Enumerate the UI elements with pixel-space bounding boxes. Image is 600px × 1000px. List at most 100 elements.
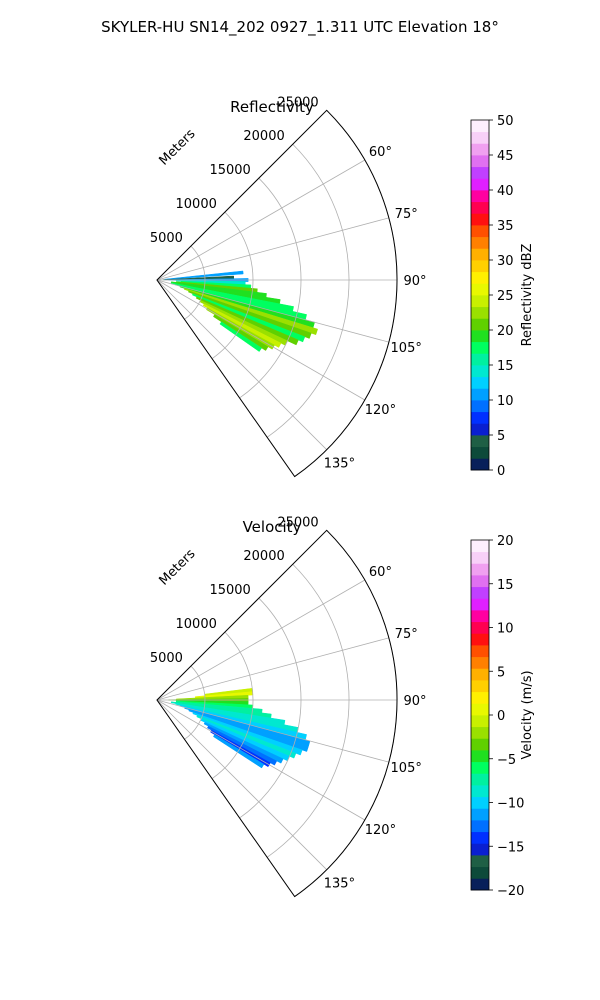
reflectivity-colorbar-swatch bbox=[471, 260, 489, 273]
reflectivity-colorbar-tick-label: 5 bbox=[497, 429, 505, 444]
reflectivity-cell bbox=[219, 321, 263, 352]
velocity-colorbar-swatch bbox=[471, 808, 489, 821]
reflectivity-theta-tick-label: 75° bbox=[395, 207, 418, 222]
reflectivity-colorbar-swatch bbox=[471, 178, 489, 191]
velocity-theta-tick-label: 105° bbox=[391, 761, 422, 776]
reflectivity-colorbar-tick-label: 10 bbox=[497, 394, 514, 409]
reflectivity-colorbar-tick-label: 45 bbox=[497, 149, 514, 164]
reflectivity-colorbar-label: Reflectivity dBZ bbox=[520, 244, 535, 347]
reflectivity-colorbar-swatch bbox=[471, 271, 489, 284]
velocity-colorbar-swatch bbox=[471, 645, 489, 658]
reflectivity-colorbar-tick-label: 35 bbox=[497, 219, 514, 234]
velocity-cell bbox=[192, 712, 303, 756]
reflectivity-colorbar-swatch bbox=[471, 365, 489, 378]
reflectivity-colorbar-swatch bbox=[471, 318, 489, 331]
reflectivity-spoke bbox=[156, 279, 327, 450]
velocity-panel: Velocity 60° 75° 90° 105° 120° 135° 5000 10000 15… bbox=[150, 515, 535, 899]
reflectivity-title: Reflectivity bbox=[230, 98, 314, 116]
reflectivity-spoke bbox=[156, 159, 366, 281]
reflectivity-ring bbox=[211, 211, 254, 359]
velocity-colorbar-swatch bbox=[471, 855, 489, 868]
reflectivity-radial-tick-label: 5000 bbox=[150, 231, 183, 246]
velocity-colorbar-swatch bbox=[471, 668, 489, 681]
velocity-colorbar-tick-label: 20 bbox=[497, 534, 514, 549]
velocity-radial-label: Meters bbox=[157, 546, 199, 588]
velocity-colorbar-swatch bbox=[471, 878, 489, 891]
velocity-theta-tick-label: 60° bbox=[369, 565, 392, 580]
reflectivity-colorbar-tick-label: 0 bbox=[497, 464, 505, 479]
reflectivity-spoke bbox=[156, 217, 389, 281]
velocity-ring bbox=[294, 530, 398, 897]
reflectivity-colorbar-tick-label: 15 bbox=[497, 359, 514, 374]
velocity-colorbar-swatch bbox=[471, 726, 489, 739]
reflectivity-cell bbox=[192, 293, 306, 343]
reflectivity-cell bbox=[202, 303, 282, 348]
velocity-spoke bbox=[156, 637, 389, 701]
reflectivity-data bbox=[162, 270, 318, 352]
velocity-colorbar-swatch bbox=[471, 633, 489, 646]
velocity-radial-tick-label: 10000 bbox=[176, 617, 217, 632]
reflectivity-cell bbox=[188, 290, 312, 339]
velocity-colorbar-swatch bbox=[471, 866, 489, 879]
reflectivity-colorbar-swatch bbox=[471, 143, 489, 156]
reflectivity-colorbar-swatch bbox=[471, 225, 489, 238]
reflectivity-radial-tick-label: 25000 bbox=[277, 95, 318, 110]
reflectivity-theta-tick-label: 60° bbox=[369, 145, 392, 160]
reflectivity-theta-tick-label: 90° bbox=[403, 274, 426, 289]
velocity-colorbar-swatch bbox=[471, 750, 489, 763]
reflectivity-colorbar-swatch bbox=[471, 388, 489, 401]
reflectivity-colorbar-tick-label: 50 bbox=[497, 114, 514, 129]
velocity-ring bbox=[239, 597, 302, 819]
reflectivity-ring bbox=[294, 110, 398, 477]
reflectivity-theta-tick-label: 120° bbox=[365, 403, 396, 418]
velocity-colorbar-tick-label: 0 bbox=[497, 709, 505, 724]
velocity-colorbar-swatch bbox=[471, 540, 489, 553]
velocity-colorbar: −20 −15 −10 −5 0 5 10 15 20 Velocity (m/s) bbox=[470, 534, 535, 899]
reflectivity-colorbar-swatch bbox=[471, 120, 489, 133]
velocity-colorbar-swatch bbox=[471, 703, 489, 716]
reflectivity-colorbar-swatch bbox=[471, 295, 489, 308]
reflectivity-cell bbox=[213, 314, 269, 351]
figure-title: SKYLER-HU SN14_202 0927_1.311 UTC Elevat… bbox=[101, 18, 499, 37]
velocity-colorbar-tick-label: −20 bbox=[497, 884, 524, 899]
velocity-spoke bbox=[156, 699, 327, 870]
velocity-colorbar-swatch bbox=[471, 621, 489, 634]
velocity-spoke bbox=[156, 699, 389, 763]
velocity-colorbar-tick-label: −10 bbox=[497, 797, 524, 812]
velocity-radial-tick-label: 15000 bbox=[209, 583, 250, 598]
velocity-radial-tick-label: 5000 bbox=[150, 651, 183, 666]
reflectivity-colorbar-swatch bbox=[471, 341, 489, 354]
velocity-spoke bbox=[156, 579, 366, 701]
reflectivity-colorbar: 0 5 10 15 20 25 30 35 40 45 50 Reflectivity dBZ bbox=[470, 114, 535, 479]
velocity-colorbar-swatch bbox=[471, 820, 489, 833]
reflectivity-colorbar-tick-label: 30 bbox=[497, 254, 514, 269]
velocity-title: Velocity bbox=[243, 518, 302, 536]
velocity-frame bbox=[156, 529, 398, 898]
reflectivity-radial-tick-label: 15000 bbox=[209, 163, 250, 178]
reflectivity-theta-tick-label: 105° bbox=[391, 341, 422, 356]
reflectivity-colorbar-tick-label: 40 bbox=[497, 184, 514, 199]
reflectivity-colorbar-swatch bbox=[471, 131, 489, 144]
velocity-colorbar-tick-label: 15 bbox=[497, 578, 514, 593]
reflectivity-colorbar-swatch bbox=[471, 306, 489, 319]
velocity-colorbar-swatch bbox=[471, 680, 489, 693]
reflectivity-colorbar-swatch bbox=[471, 283, 489, 296]
velocity-ring bbox=[211, 631, 254, 779]
velocity-ring bbox=[184, 665, 206, 740]
velocity-colorbar-swatch bbox=[471, 551, 489, 564]
velocity-theta-tick-label: 90° bbox=[403, 694, 426, 709]
reflectivity-colorbar-swatch bbox=[471, 155, 489, 168]
velocity-colorbar-swatch bbox=[471, 656, 489, 669]
reflectivity-cell bbox=[183, 288, 318, 336]
velocity-colorbar-swatch bbox=[471, 785, 489, 798]
velocity-colorbar-swatch bbox=[471, 691, 489, 704]
reflectivity-panel: Reflectivity60°75°90°105°120°135°5000100… bbox=[150, 95, 535, 479]
reflectivity-colorbar-swatch bbox=[471, 458, 489, 471]
velocity-colorbar-tick-label: 10 bbox=[497, 622, 514, 637]
reflectivity-colorbar-swatch bbox=[471, 446, 489, 459]
velocity-colorbar-swatch bbox=[471, 586, 489, 599]
reflectivity-colorbar-swatch bbox=[471, 236, 489, 249]
velocity-colorbar-swatch bbox=[471, 715, 489, 728]
reflectivity-spoke bbox=[156, 279, 366, 401]
